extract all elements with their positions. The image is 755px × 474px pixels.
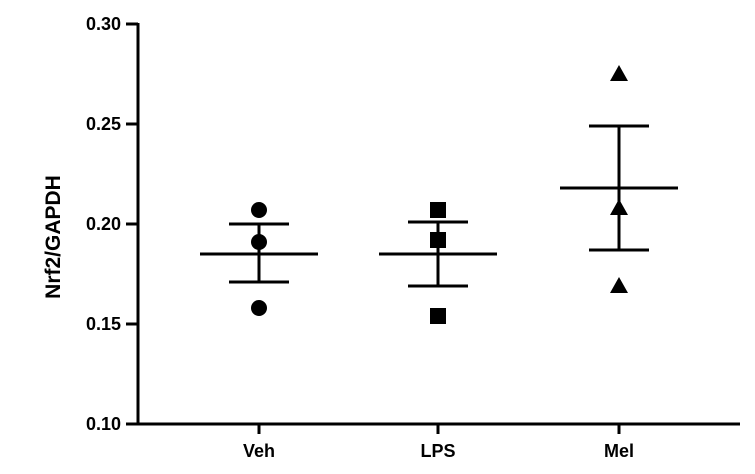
data-point	[430, 202, 446, 218]
data-marks	[200, 65, 678, 324]
y-tick-label: 0.25	[86, 114, 121, 134]
y-axis-label: Nrf2/GAPDH	[42, 175, 65, 299]
data-point	[430, 308, 446, 324]
data-point	[251, 300, 267, 316]
data-point	[430, 232, 446, 248]
y-tick-label: 0.15	[86, 314, 121, 334]
data-point	[610, 277, 628, 293]
x-tick-label: Mel	[604, 441, 634, 461]
data-point	[251, 234, 267, 250]
x-tick-label: Veh	[243, 441, 275, 461]
y-tick-label: 0.20	[86, 214, 121, 234]
axes: 0.10 0.15 0.20 0.25 0.30 Veh LPS Mel	[86, 14, 740, 461]
y-tick-label: 0.10	[86, 414, 121, 434]
data-point	[610, 65, 628, 81]
x-tick-label: LPS	[420, 441, 455, 461]
data-point	[251, 202, 267, 218]
data-point	[610, 199, 628, 215]
y-tick-label: 0.30	[86, 14, 121, 34]
